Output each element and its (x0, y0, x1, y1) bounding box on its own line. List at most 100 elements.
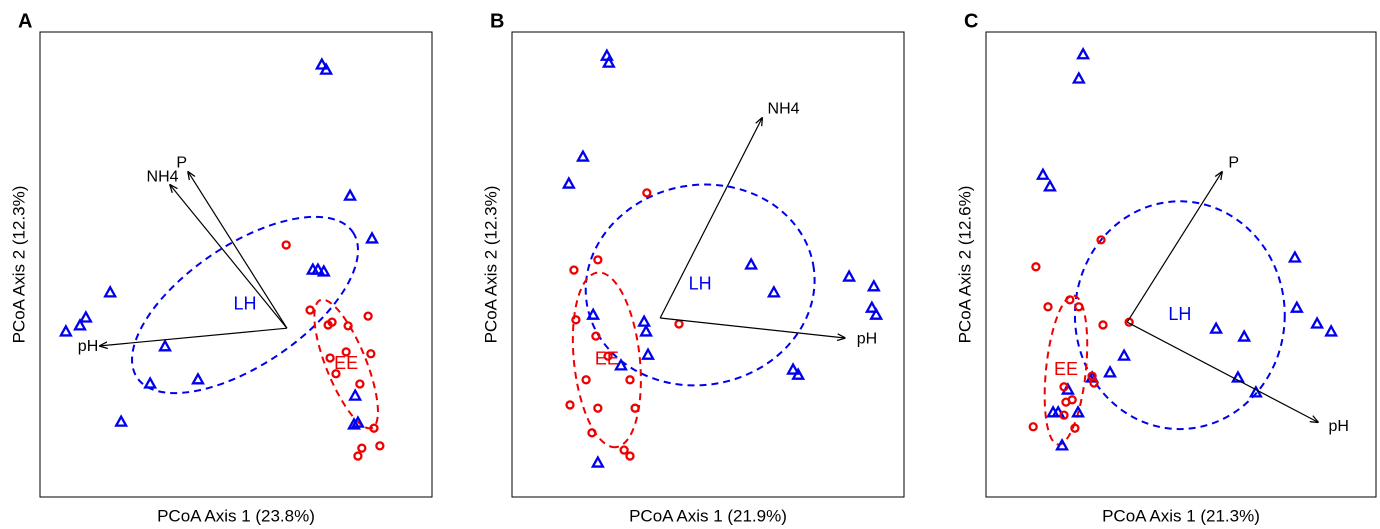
point (786, 362, 801, 375)
point (603, 351, 613, 361)
point (590, 455, 605, 468)
point (319, 62, 334, 75)
point (625, 375, 635, 385)
env-vector (170, 185, 288, 329)
vector-label: pH (1329, 418, 1349, 435)
point (639, 324, 654, 337)
point (575, 149, 590, 162)
point (1098, 320, 1108, 330)
plot-frame (39, 31, 433, 498)
point (630, 403, 640, 413)
point (316, 264, 331, 277)
point (1067, 395, 1077, 405)
point (1230, 370, 1245, 383)
point (73, 318, 87, 331)
point (103, 284, 118, 298)
point (1074, 302, 1084, 312)
point (561, 176, 576, 189)
point (1055, 437, 1070, 451)
vector-label: pH (78, 338, 98, 355)
point (158, 338, 173, 352)
point (281, 240, 291, 250)
point (565, 400, 575, 410)
point (571, 315, 581, 325)
env-vector (188, 172, 288, 329)
point (791, 367, 806, 380)
point (1117, 348, 1132, 361)
point (581, 375, 591, 385)
point (593, 403, 603, 413)
point (355, 379, 365, 389)
group-label: EE (334, 353, 358, 373)
point (327, 317, 337, 327)
point (1046, 404, 1061, 418)
point (1043, 178, 1057, 192)
confidence-ellipse (584, 183, 816, 387)
point (343, 321, 353, 331)
point (1076, 46, 1091, 60)
env-vector (1126, 321, 1318, 422)
point (586, 307, 601, 320)
point (1237, 329, 1252, 342)
point (1103, 364, 1117, 378)
point (866, 278, 881, 292)
point (191, 371, 205, 385)
env-vector (1126, 172, 1222, 323)
point (310, 262, 325, 275)
point (348, 388, 363, 401)
x-axis-label: PCoA Axis 1 (21.9%) (629, 506, 787, 525)
point (1065, 295, 1075, 305)
plot-frame (985, 31, 1377, 498)
point (637, 314, 652, 327)
point (593, 255, 603, 265)
confidence-ellipse (1073, 200, 1286, 431)
point (1209, 321, 1224, 334)
point (642, 188, 652, 198)
vector-label: P (176, 155, 187, 172)
env-vector (100, 327, 288, 346)
group-label: LH (1168, 304, 1191, 324)
group-label: LH (234, 294, 257, 314)
y-axis-label: PCoA Axis 2 (12.3%) (9, 186, 28, 344)
panel-label: C (964, 10, 978, 32)
point (864, 300, 879, 313)
point (744, 257, 759, 270)
point (305, 305, 315, 315)
point (1035, 167, 1050, 180)
point (365, 231, 379, 244)
env-vector (660, 317, 845, 338)
point (369, 423, 379, 433)
point (1043, 302, 1053, 312)
plot-frame (511, 31, 905, 498)
point (341, 347, 351, 357)
point (325, 353, 335, 363)
panel-label: A (18, 10, 32, 32)
group-label: LH (689, 274, 712, 294)
point (143, 376, 158, 389)
point (587, 428, 597, 438)
point (569, 265, 579, 275)
point (1096, 235, 1106, 245)
point (1089, 378, 1099, 388)
point (1324, 324, 1339, 337)
point (1070, 423, 1080, 433)
point (869, 307, 884, 320)
vector-label: pH (857, 330, 877, 347)
env-vector (659, 118, 762, 319)
point (1287, 250, 1302, 263)
point (601, 55, 616, 68)
point (78, 310, 93, 323)
y-axis-label: PCoA Axis 2 (12.6%) (955, 186, 974, 344)
point (619, 445, 629, 455)
x-axis-label: PCoA Axis 1 (21.3%) (1102, 506, 1260, 525)
point (1071, 71, 1086, 84)
point (1059, 382, 1069, 392)
point (591, 331, 601, 341)
point (375, 441, 385, 451)
group-label: EE (1054, 359, 1078, 379)
point (1071, 404, 1085, 418)
point (343, 188, 358, 201)
point (58, 324, 73, 337)
